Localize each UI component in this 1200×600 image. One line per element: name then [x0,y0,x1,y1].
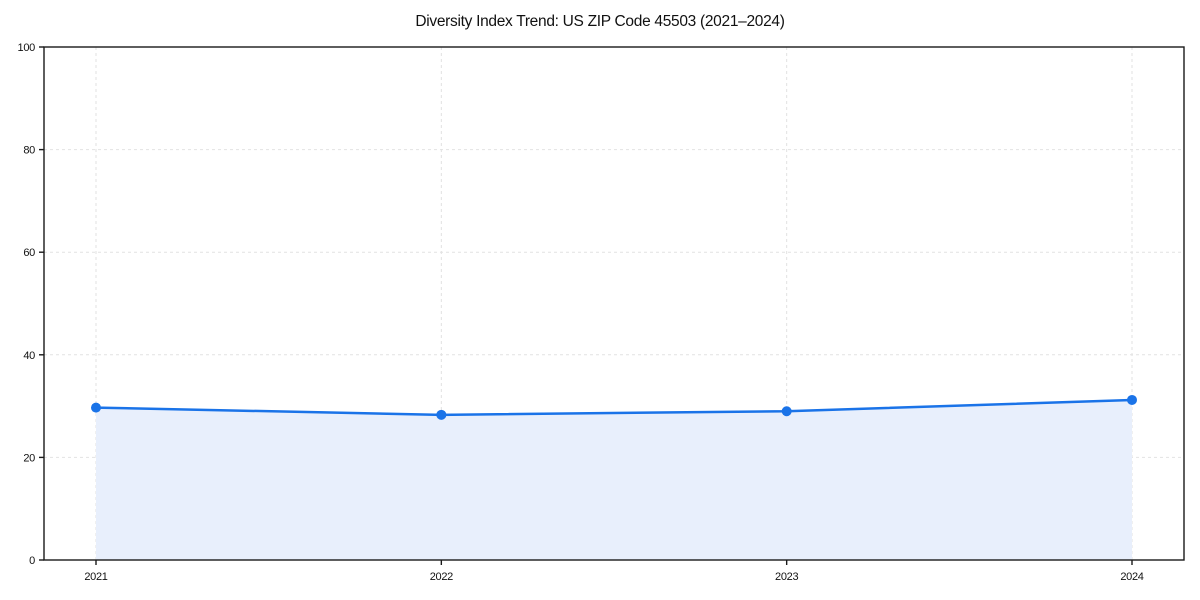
plot-border [43,46,1185,561]
x-tick-label: 2024 [1120,571,1143,583]
data-point-marker [91,402,101,413]
y-tick-label: 20 [23,452,35,464]
trend-line [94,398,1134,417]
data-point-marker [436,409,447,420]
data-point-marker [781,406,792,417]
data-point-marker [1127,394,1137,405]
x-tick-label: 2021 [84,571,107,583]
y-tick-label: 40 [23,350,35,362]
y-tick-label: 0 [29,555,35,567]
y-tick-label: 80 [23,145,35,157]
x-tick-label: 2022 [430,571,453,583]
y-tick-label: 60 [23,247,35,259]
area-fill [96,399,1132,560]
x-tick-label: 2023 [775,571,798,583]
chart-title: Diversity Index Trend: US ZIP Code 45503… [415,13,785,30]
y-tick-label: 100 [18,42,36,54]
